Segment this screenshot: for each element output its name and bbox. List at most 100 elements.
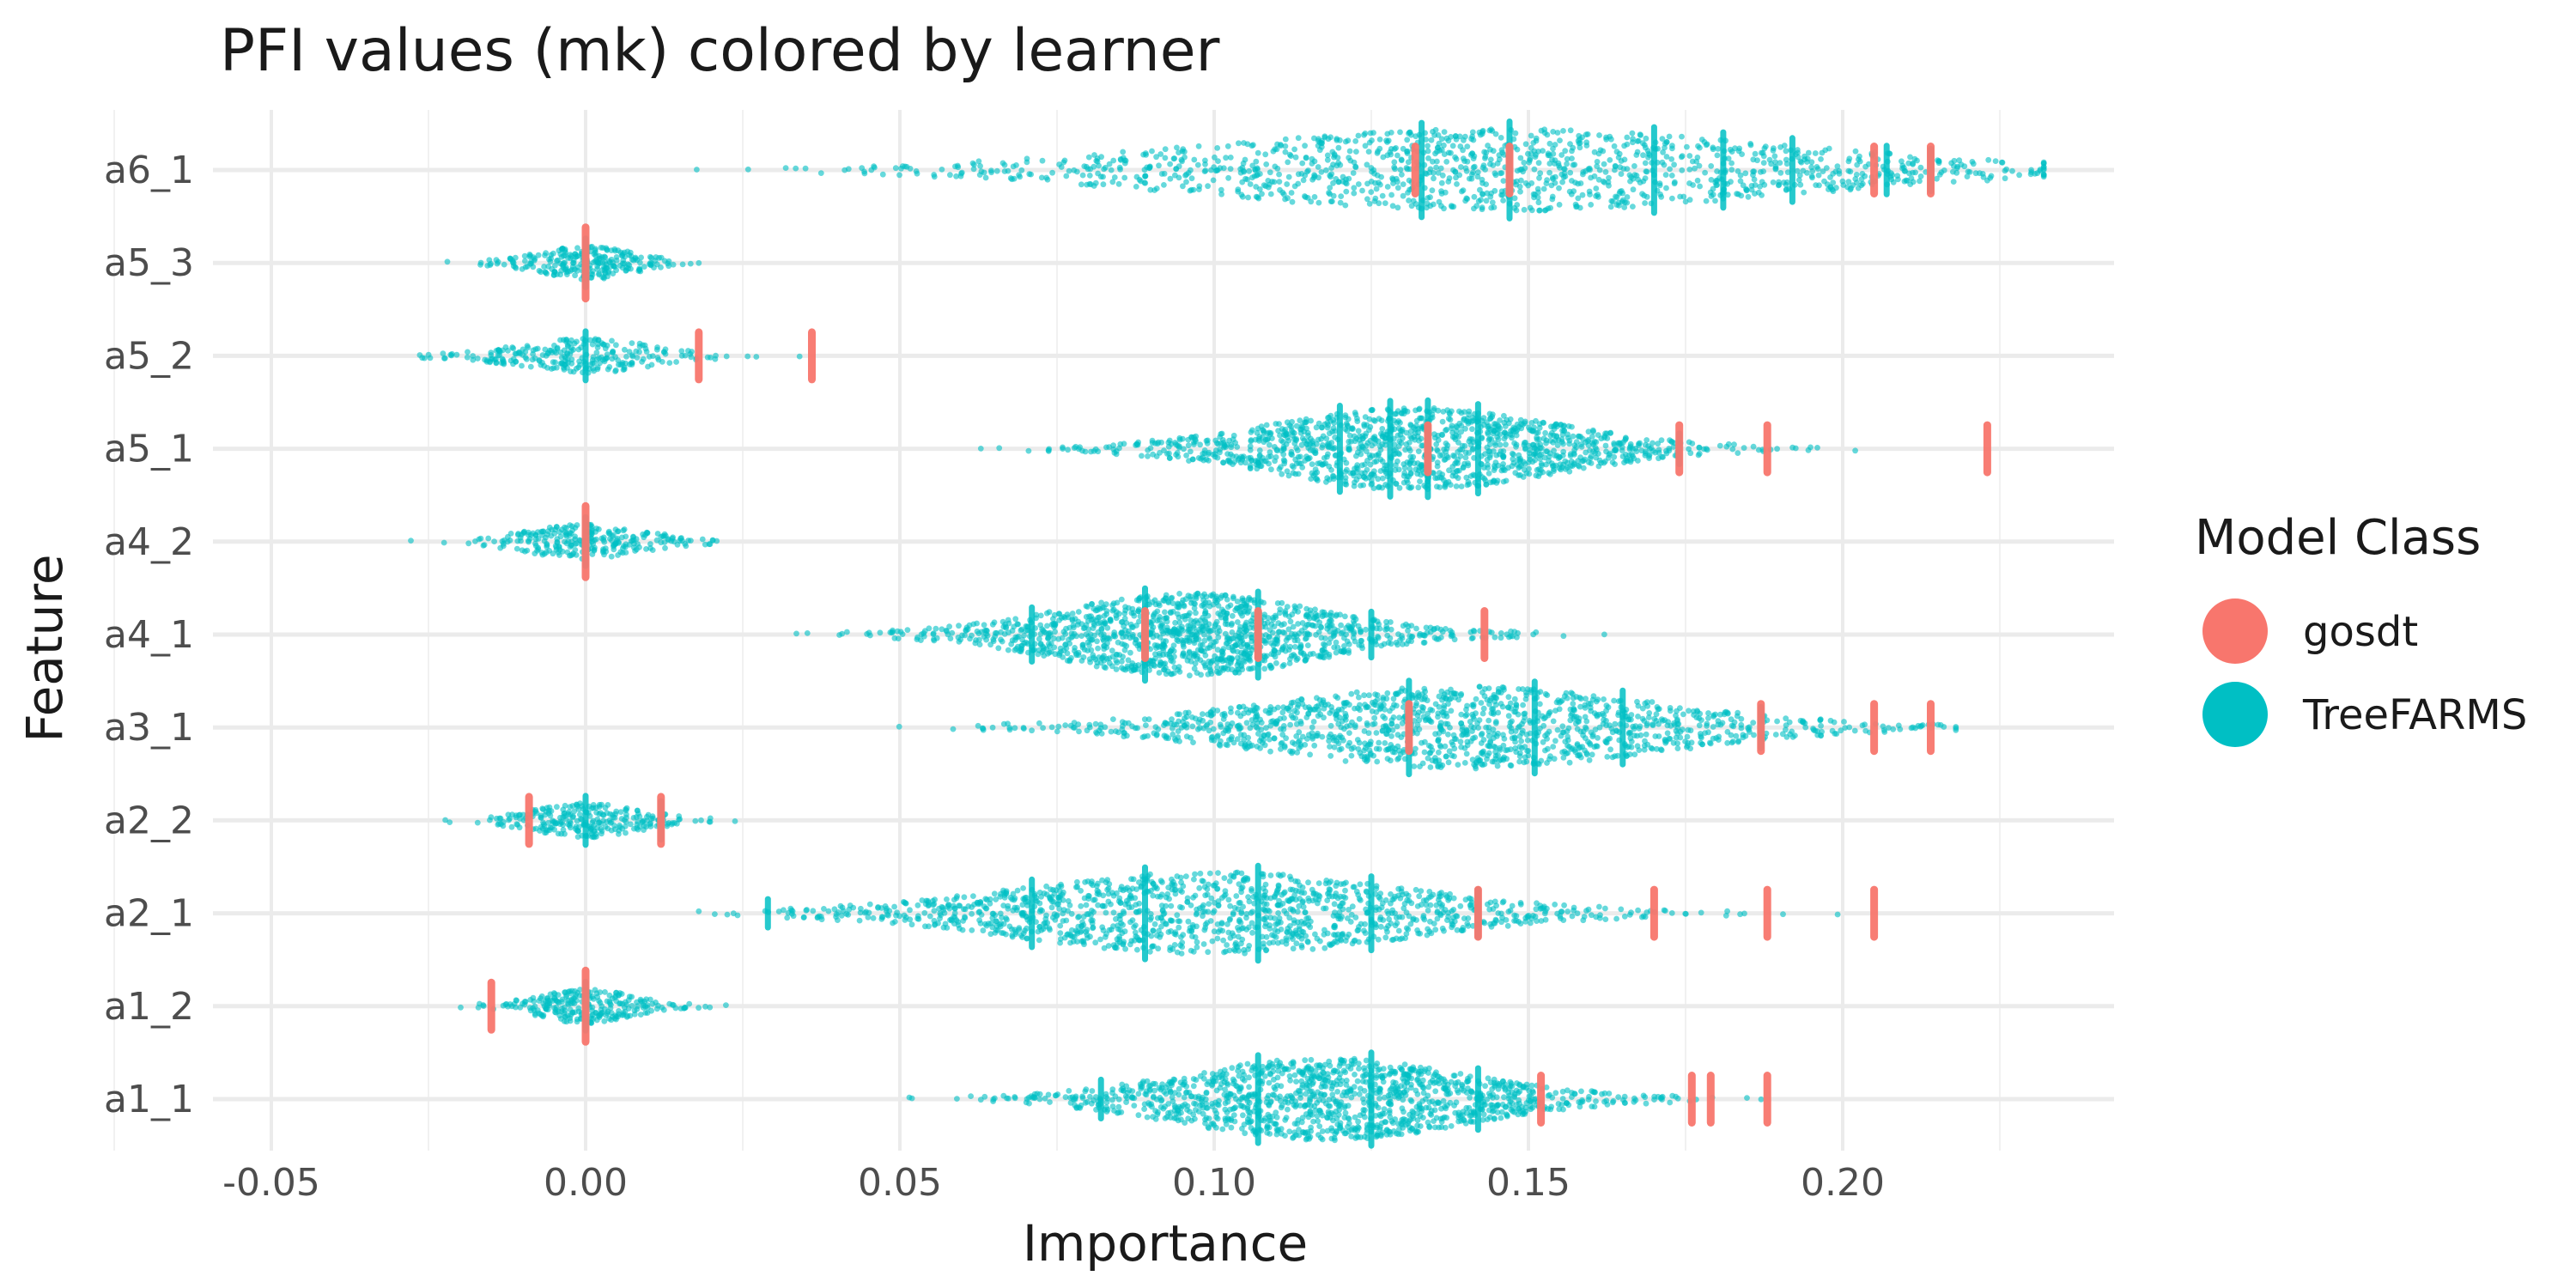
- treefarms-point: [1540, 419, 1546, 426]
- treefarms-point: [1714, 152, 1721, 159]
- treefarms-point: [1248, 438, 1255, 445]
- treefarms-point: [1605, 179, 1612, 185]
- treefarms-point: [1400, 461, 1407, 467]
- treefarms-point: [1136, 606, 1142, 613]
- treefarms-point: [1086, 173, 1093, 179]
- treefarms-point: [572, 541, 579, 547]
- treefarms-point: [1194, 653, 1200, 659]
- treefarms-point: [1490, 162, 1497, 168]
- treefarms-point: [1781, 143, 1788, 149]
- treefarms-point: [1162, 609, 1168, 616]
- treefarms-point: [1241, 168, 1248, 175]
- treefarms-point: [1171, 155, 1178, 161]
- treefarms-point: [1127, 649, 1133, 656]
- treefarms-point: [1554, 130, 1561, 136]
- treefarms-point: [1852, 176, 1859, 182]
- treefarms-point: [1219, 650, 1226, 657]
- treefarms-point: [1642, 160, 1649, 167]
- treefarms-point: [1500, 461, 1506, 467]
- treefarms-point: [1201, 591, 1207, 598]
- treefarms-point: [753, 354, 760, 360]
- treefarms-point: [1430, 129, 1436, 135]
- treefarms-point: [1566, 188, 1573, 195]
- treefarms-point: [1755, 447, 1762, 453]
- treefarms-point: [1645, 155, 1651, 161]
- treefarms-point: [1834, 163, 1841, 170]
- treefarms-point: [1055, 611, 1062, 617]
- treefarms-point: [1294, 447, 1301, 453]
- treefarms-point: [1557, 137, 1563, 144]
- treefarms-point: [1704, 447, 1710, 453]
- treefarms-point: [1492, 187, 1498, 194]
- treefarms-point: [627, 361, 633, 368]
- treefarms-point: [1247, 465, 1254, 471]
- treefarms-point: [1593, 185, 1600, 191]
- treefarms-point: [1145, 453, 1151, 459]
- treefarms-point: [1092, 446, 1099, 453]
- treefarms-point: [1634, 698, 1640, 705]
- treefarms-point: [1459, 447, 1466, 453]
- treefarms-point: [615, 552, 621, 558]
- treefarms-point: [1313, 476, 1319, 482]
- treefarms-point: [1356, 641, 1363, 648]
- treefarms-point: [1353, 149, 1359, 155]
- treefarms-point: [1351, 159, 1358, 166]
- treefarms-point: [1659, 159, 1666, 166]
- treefarms-point: [1272, 146, 1279, 153]
- treefarms-point: [1544, 448, 1551, 454]
- treefarms-point: [1378, 642, 1385, 649]
- treefarms-point: [1343, 481, 1350, 488]
- treefarms-point: [1363, 626, 1369, 633]
- treefarms-point: [1488, 126, 1494, 133]
- treefarms-point: [1188, 617, 1194, 624]
- treefarms-point: [1413, 133, 1419, 140]
- treefarms-point: [696, 259, 702, 266]
- treefarms-point: [1859, 180, 1866, 187]
- treefarms-point: [1526, 465, 1532, 472]
- treefarms-point: [1417, 478, 1423, 484]
- treefarms-point: [1242, 602, 1249, 609]
- treefarms-point: [1728, 167, 1735, 173]
- treefarms-point: [1149, 627, 1155, 634]
- treefarms-point: [1224, 441, 1230, 448]
- treefarms-point: [1157, 602, 1163, 609]
- treefarms-point: [1234, 444, 1241, 450]
- treefarms-point: [1188, 434, 1195, 440]
- treefarms-point: [1291, 440, 1298, 447]
- treefarms-point: [1338, 648, 1345, 654]
- treefarms-point: [973, 637, 979, 643]
- treefarms-point: [1281, 432, 1287, 438]
- treefarms-point: [1185, 442, 1192, 449]
- treefarms-point: [1663, 154, 1670, 160]
- treefarms-point: [1295, 180, 1302, 187]
- treefarms-point: [510, 361, 516, 368]
- treefarms-point: [1564, 161, 1570, 167]
- treefarms-point: [1555, 455, 1562, 461]
- treefarms-point: [641, 534, 647, 541]
- treefarms-point: [1249, 174, 1255, 181]
- treefarms-point: [1485, 431, 1492, 437]
- treefarms-point: [647, 541, 653, 547]
- treefarms-point: [1437, 474, 1443, 481]
- treefarms-point: [1532, 154, 1539, 161]
- treefarms-point: [1146, 165, 1152, 172]
- treefarms-point: [1150, 617, 1156, 624]
- treefarms-point: [1174, 144, 1180, 151]
- treefarms-point: [1502, 423, 1509, 429]
- treefarms-point: [1079, 447, 1085, 454]
- treefarms-point: [1277, 186, 1283, 193]
- treefarms-point: [1176, 591, 1182, 597]
- treefarms-point: [1708, 193, 1715, 199]
- treefarms-point: [1149, 148, 1155, 155]
- treefarms-point: [1500, 197, 1506, 204]
- treefarms-point: [896, 172, 902, 179]
- treefarms-point: [1348, 752, 1355, 759]
- treefarms-point: [1151, 187, 1157, 193]
- treefarms-point: [1471, 193, 1478, 200]
- treefarms-point: [1588, 202, 1595, 208]
- treefarms-point: [1107, 617, 1114, 623]
- treefarms-stack: [1789, 135, 1795, 205]
- treefarms-point: [1604, 435, 1611, 441]
- treefarms-point: [1171, 626, 1177, 633]
- treefarms-point: [1169, 646, 1176, 653]
